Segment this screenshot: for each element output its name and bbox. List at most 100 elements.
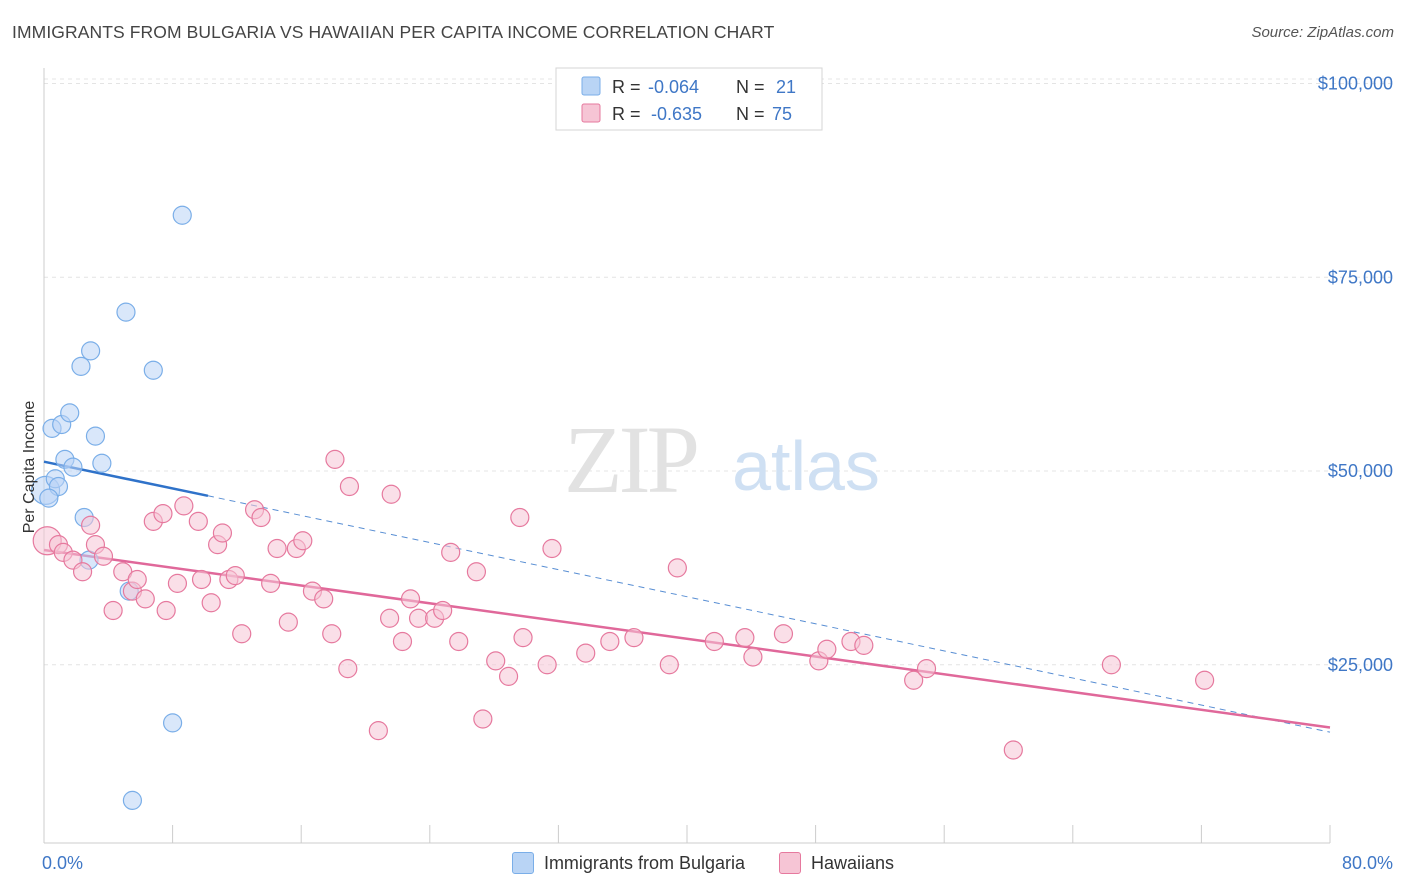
hawaiian-point-59 bbox=[624, 628, 644, 648]
legend-n-label-1: N = bbox=[736, 77, 765, 97]
legend-swatch-hawaiians-bottom bbox=[779, 852, 801, 874]
legend-r-label-1: R = bbox=[612, 77, 641, 97]
hawaiian-point-46 bbox=[433, 600, 453, 621]
watermark: ZIP atlas bbox=[564, 406, 880, 513]
hawaiian-point-35 bbox=[322, 624, 342, 644]
hawaiian-point-50 bbox=[473, 709, 493, 729]
hawaiian-point-58 bbox=[600, 631, 620, 652]
hawaiian-point-43 bbox=[400, 589, 421, 609]
hawaiian-point-27 bbox=[251, 507, 271, 528]
hawaiian-point-47 bbox=[441, 542, 461, 562]
hawaiian-point-18 bbox=[188, 511, 208, 531]
legend-r-value-2: -0.635 bbox=[651, 104, 702, 124]
hawaiian-point-72 bbox=[1003, 740, 1023, 760]
bulgaria-point-7 bbox=[63, 457, 83, 477]
bulgaria-point-16 bbox=[122, 790, 143, 810]
x-tick-label-start: 0.0% bbox=[42, 853, 83, 873]
y-tick-label-1: $50,000 bbox=[1328, 461, 1393, 481]
bulgaria-point-14 bbox=[116, 302, 136, 322]
hawaiian-point-42 bbox=[392, 631, 413, 652]
bulgaria-point-12 bbox=[85, 426, 106, 446]
bulgaria-point-13 bbox=[92, 453, 112, 473]
hawaiian-point-8 bbox=[103, 600, 123, 621]
hawaiian-point-38 bbox=[339, 476, 360, 497]
hawaiian-point-60 bbox=[659, 655, 679, 675]
tick-labels: $25,000 $50,000 $75,000 $100,000 0.0% 80.0% bbox=[42, 74, 1393, 874]
legend-r-label-2: R = bbox=[612, 104, 641, 124]
hawaiian-point-40 bbox=[381, 484, 401, 504]
source-credit: Source: ZipAtlas.com bbox=[1251, 24, 1394, 41]
watermark-zip: ZIP bbox=[564, 406, 697, 513]
bulgaria-trend-extension bbox=[207, 495, 1331, 733]
legend-swatch-bulgaria-bottom bbox=[511, 852, 534, 874]
bulgaria-point-20 bbox=[39, 488, 59, 508]
y-tick-label-2: $75,000 bbox=[1328, 267, 1393, 287]
hawaiian-point-48 bbox=[449, 631, 469, 652]
legend-n-value-2: 75 bbox=[772, 104, 792, 124]
hawaiian-point-7 bbox=[93, 546, 114, 566]
hawaiian-point-4 bbox=[72, 562, 93, 582]
bulgaria-point-17 bbox=[143, 360, 163, 380]
legend-item-bulgaria[interactable]: Immigrants from Bulgaria bbox=[511, 852, 745, 874]
bulgaria-point-18 bbox=[163, 713, 183, 733]
hawaiian-point-64 bbox=[743, 647, 763, 667]
legend-swatch-bulgaria bbox=[581, 76, 601, 96]
bulgaria-point-19 bbox=[172, 205, 192, 225]
hawaiian-point-54 bbox=[513, 628, 533, 648]
legend-r-value-1: -0.064 bbox=[648, 77, 699, 97]
hawaiian-point-17 bbox=[174, 496, 194, 516]
hawaiian-point-34 bbox=[314, 589, 334, 609]
hawaiian-point-69 bbox=[854, 635, 874, 655]
chart-title: IMMIGRANTS FROM BULGARIA VS HAWAIIAN PER… bbox=[12, 22, 775, 42]
legend-n-value-1: 21 bbox=[776, 77, 796, 97]
hawaiian-point-61 bbox=[667, 558, 687, 578]
hawaiian-point-19 bbox=[191, 569, 212, 590]
hawaiian-point-11 bbox=[127, 569, 147, 590]
hawaiian-point-12 bbox=[135, 589, 155, 609]
bulgaria-point-6 bbox=[60, 403, 80, 423]
hawaiian-point-36 bbox=[325, 449, 345, 469]
hawaiian-point-15 bbox=[156, 600, 176, 621]
correlation-legend: R = -0.064 N = 21 R = -0.635 N = 75 bbox=[555, 67, 823, 131]
series-legend: Immigrants from Bulgaria Hawaiians bbox=[0, 852, 1406, 874]
hawaiian-point-32 bbox=[293, 531, 313, 551]
hawaiian-point-63 bbox=[735, 628, 755, 648]
hawaiian-point-25 bbox=[232, 624, 252, 644]
hawaiian-point-70 bbox=[904, 670, 924, 690]
hawaiian-point-55 bbox=[537, 655, 557, 675]
hawaiian-point-51 bbox=[486, 651, 506, 671]
hawaiian-point-67 bbox=[817, 639, 837, 659]
hawaiian-point-20 bbox=[201, 593, 221, 613]
hawaiian-point-74 bbox=[1195, 670, 1215, 690]
hawaiian-point-71 bbox=[916, 659, 937, 679]
legend-label-hawaiians: Hawaiians bbox=[811, 852, 895, 873]
axes bbox=[43, 68, 1331, 844]
hawaiian-point-30 bbox=[278, 612, 298, 632]
hawaiian-point-41 bbox=[380, 608, 400, 628]
hawaiian-point-29 bbox=[267, 538, 287, 559]
legend-item-hawaiians[interactable]: Hawaiians bbox=[779, 852, 894, 874]
hawaiian-point-14 bbox=[153, 504, 173, 524]
legend-swatch-hawaiians bbox=[581, 103, 601, 123]
data-points bbox=[31, 205, 1215, 810]
hawaiian-point-56 bbox=[542, 538, 562, 559]
y-tick-label-3: $100,000 bbox=[1318, 74, 1393, 94]
bulgaria-point-11 bbox=[81, 341, 101, 361]
hawaiian-point-39 bbox=[368, 721, 388, 741]
y-tick-label-0: $25,000 bbox=[1328, 655, 1393, 675]
y-axis-label: Per Capita Income bbox=[21, 400, 38, 534]
hawaiian-point-53 bbox=[510, 507, 530, 528]
hawaiian-point-16 bbox=[167, 573, 188, 593]
hawaiian-point-22 bbox=[212, 523, 233, 543]
hawaiian-point-24 bbox=[225, 566, 245, 586]
legend-n-label-2: N = bbox=[736, 104, 765, 124]
hawaiian-point-37 bbox=[338, 659, 358, 679]
bulgaria-point-8 bbox=[71, 356, 91, 376]
hawaiian-point-44 bbox=[408, 608, 429, 628]
hawaiian-point-65 bbox=[773, 624, 794, 644]
x-tick-label-end: 80.0% bbox=[1342, 853, 1393, 873]
hawaiian-trend-line bbox=[43, 548, 1331, 729]
hawaiian-point-73 bbox=[1101, 655, 1121, 675]
hawaiian-point-52 bbox=[498, 666, 519, 686]
